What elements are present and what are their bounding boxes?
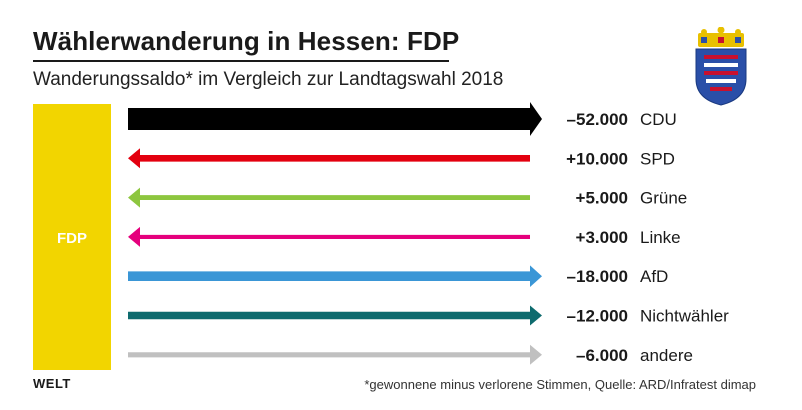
- value-label-grüne: +5.000: [576, 189, 628, 208]
- title-underline: [33, 60, 449, 62]
- value-label-linke: +3.000: [576, 228, 628, 247]
- fdp-party-label: FDP: [57, 230, 87, 247]
- category-label-cdu: CDU: [640, 110, 677, 129]
- value-label-nichtwähler: –12.000: [567, 307, 628, 326]
- category-label-linke: Linke: [640, 228, 681, 247]
- source-footnote: *gewonnene minus verlorene Stimmen, Quel…: [364, 377, 756, 392]
- category-label-andere: andere: [640, 346, 693, 365]
- value-label-afd: –18.000: [567, 267, 628, 286]
- welt-logo: WELT: [33, 376, 71, 391]
- arrow-spd: [128, 148, 530, 169]
- category-label-grüne: Grüne: [640, 189, 687, 208]
- arrow-nichtwähler: [128, 305, 542, 326]
- fdp-party-block: FDP: [33, 104, 111, 370]
- arrow-cdu: [128, 102, 542, 136]
- arrow-andere: [128, 344, 542, 365]
- hessen-crest-icon: [695, 27, 747, 106]
- chart-title: Wählerwanderung in Hessen: FDP: [33, 26, 460, 56]
- value-label-cdu: –52.000: [567, 110, 628, 129]
- arrow-grüne: [128, 187, 530, 208]
- arrow-afd: [128, 265, 542, 287]
- category-label-spd: SPD: [640, 149, 675, 168]
- value-label-spd: +10.000: [566, 149, 628, 168]
- category-label-afd: AfD: [640, 267, 668, 286]
- value-label-andere: –6.000: [576, 346, 628, 365]
- chart-subtitle: Wanderungssaldo* im Vergleich zur Landta…: [33, 69, 504, 90]
- arrow-linke: [128, 226, 530, 247]
- category-label-nichtwähler: Nichtwähler: [640, 307, 729, 326]
